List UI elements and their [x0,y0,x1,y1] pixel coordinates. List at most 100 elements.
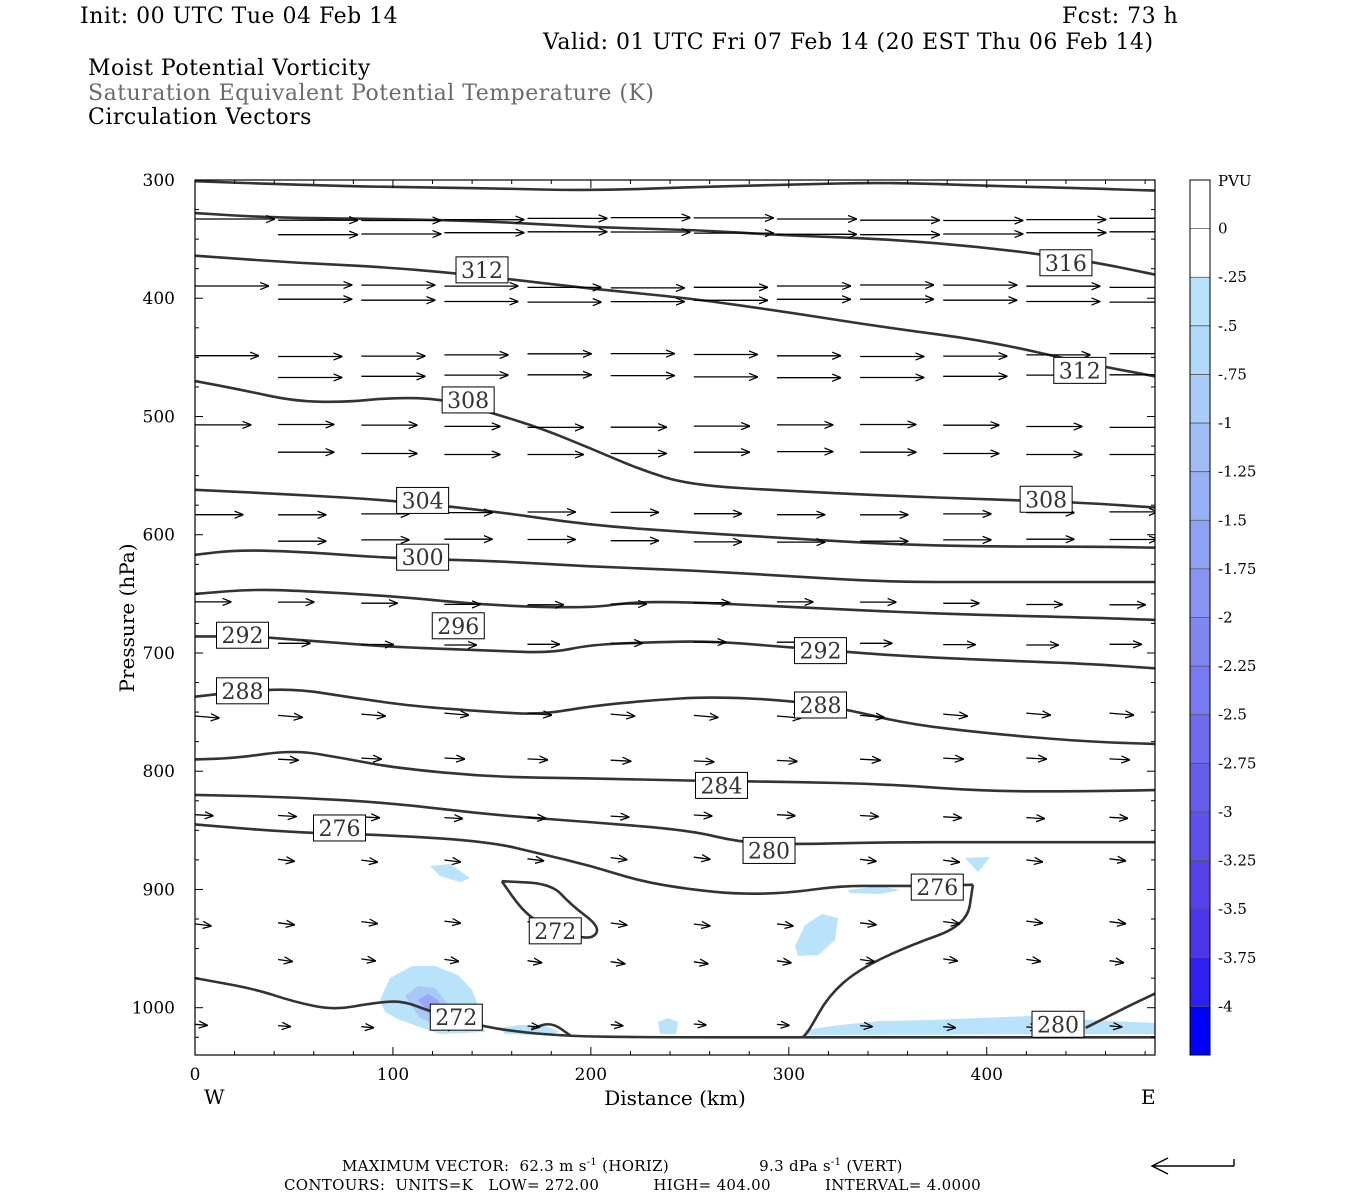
colorbar-swatch [1190,277,1210,327]
east-label: E [1141,1085,1156,1109]
contour-label: 292 [216,621,270,649]
pv-shade-1 [430,864,470,882]
vector-arrow [1109,817,1128,818]
vector-arrow [361,860,377,862]
colorbar-label: -2.5 [1218,706,1247,724]
pv-shade-3 [965,857,990,872]
colorbar-label: -1 [1218,414,1233,432]
colorbar-swatch [1190,714,1210,764]
vector-arrow [610,816,629,817]
contour-label: 316 [1039,249,1093,277]
vector-arrow [361,922,377,924]
vector-arrow [444,713,468,715]
vector-arrow [195,716,219,718]
circulation-vectors [195,218,1155,1028]
vector-arrow [1109,961,1124,963]
colorbar-swatch [1190,666,1210,716]
contour-label-text: 312 [1059,359,1101,384]
vector-arrow [1109,922,1126,924]
vector-arrow [444,758,464,759]
contour-label-text: 292 [222,624,264,649]
forecast-hour: Fcst: 73 h [1062,4,1179,29]
west-label: W [204,1085,225,1109]
contour-label-text: 296 [437,615,479,640]
field-title-theta-es: Saturation Equivalent Potential Temperat… [88,81,655,106]
vector-arrow [776,924,793,926]
vector-arrow [1026,713,1050,715]
vector-arrow [610,760,631,761]
colorbar-swatch [1190,180,1210,230]
vector-arrow [693,715,718,717]
x-tick-label: 100 [377,1065,409,1085]
contour-label: 304 [396,486,450,514]
vector-arrow [1109,713,1134,715]
pv-colorbar: 0 -.25 -.5 -.75 -1 -1.25 -1.5 -1.75 -2 -2.25 -2.5 -… [1189,179,1256,1056]
colorbar-swatch [1190,1006,1210,1056]
contour-label-text: 276 [916,876,958,901]
vector-arrow [943,714,967,716]
vector-arrow [610,714,635,716]
contour-label: 284 [695,771,749,799]
vector-arrow [361,714,385,716]
vector-arrow [278,715,302,717]
colorbar-swatch [1190,811,1210,862]
contour-312 [195,254,1155,378]
contour-label: 292 [793,637,847,665]
vector-arrow [860,960,874,962]
colorbar-label: 0 [1218,220,1228,238]
contour-304 [195,488,1155,549]
contour-label-text: 292 [799,640,841,665]
colorbar-label: -1.25 [1218,463,1256,481]
vector-arrow [444,818,462,819]
contour-label: 308 [441,386,495,414]
y-tick-label: 1000 [132,999,175,1019]
colorbar-label: -1.75 [1218,560,1256,578]
contour-272-bottom [195,976,1155,1039]
colorbar-label: -3.25 [1218,852,1256,870]
y-tick-label: 500 [143,407,175,427]
y-tick-label: 300 [143,171,175,191]
contour-label: 288 [216,677,270,705]
x-tick-label: 300 [773,1065,805,1085]
vector-arrow [278,759,298,760]
vector-arrow [776,760,797,761]
contour-label-text: 276 [318,817,360,842]
colorbar-swatch [1190,909,1210,959]
vector-arrow [693,924,710,926]
vector-arrow [278,923,294,925]
vector-arrow [195,924,211,926]
field-title-vectors: Circulation Vectors [88,105,312,130]
vector-arrow [943,1027,955,1028]
contour-upper-top [195,180,1155,192]
vector-arrow [943,758,963,759]
vector-arrow [860,715,884,717]
x-tick-label: 0 [190,1065,201,1085]
vector-arrow [860,1026,872,1027]
colorbar-swatch [1190,957,1210,1007]
x-axis-label: Distance (km) [604,1086,746,1110]
colorbar-unit: PVU [1218,172,1252,190]
vector-arrow [860,859,876,861]
contour-label-text: 308 [1025,488,1067,513]
init-time: Init: 00 UTC Tue 04 Feb 14 [80,4,399,29]
colorbar-label: -.25 [1218,268,1247,286]
pv-shading [380,857,1155,1035]
vector-arrow [444,921,460,923]
colorbar-swatch [1190,374,1210,424]
y-tick-label: 700 [143,644,175,664]
colorbar-label: -2.25 [1218,657,1256,675]
vector-arrow [527,759,548,760]
contour-label: 280 [1031,1010,1085,1038]
vector-arrow [1026,818,1044,819]
vector-arrow [361,1027,373,1028]
x-tick-label: 200 [575,1065,607,1085]
vector-arrow [527,713,552,715]
axes: 0 100 200 300 400 300 400 500 600 700 800 900 1000 [132,171,1155,1085]
vector-arrow [527,1026,540,1027]
vector-arrow [1026,959,1040,961]
y-tick-label: 800 [143,762,175,782]
vector-arrow [195,1024,207,1025]
colorbar-swatch [1190,423,1210,473]
vector-arrow [693,962,708,964]
colorbar-label: -.75 [1218,365,1247,383]
